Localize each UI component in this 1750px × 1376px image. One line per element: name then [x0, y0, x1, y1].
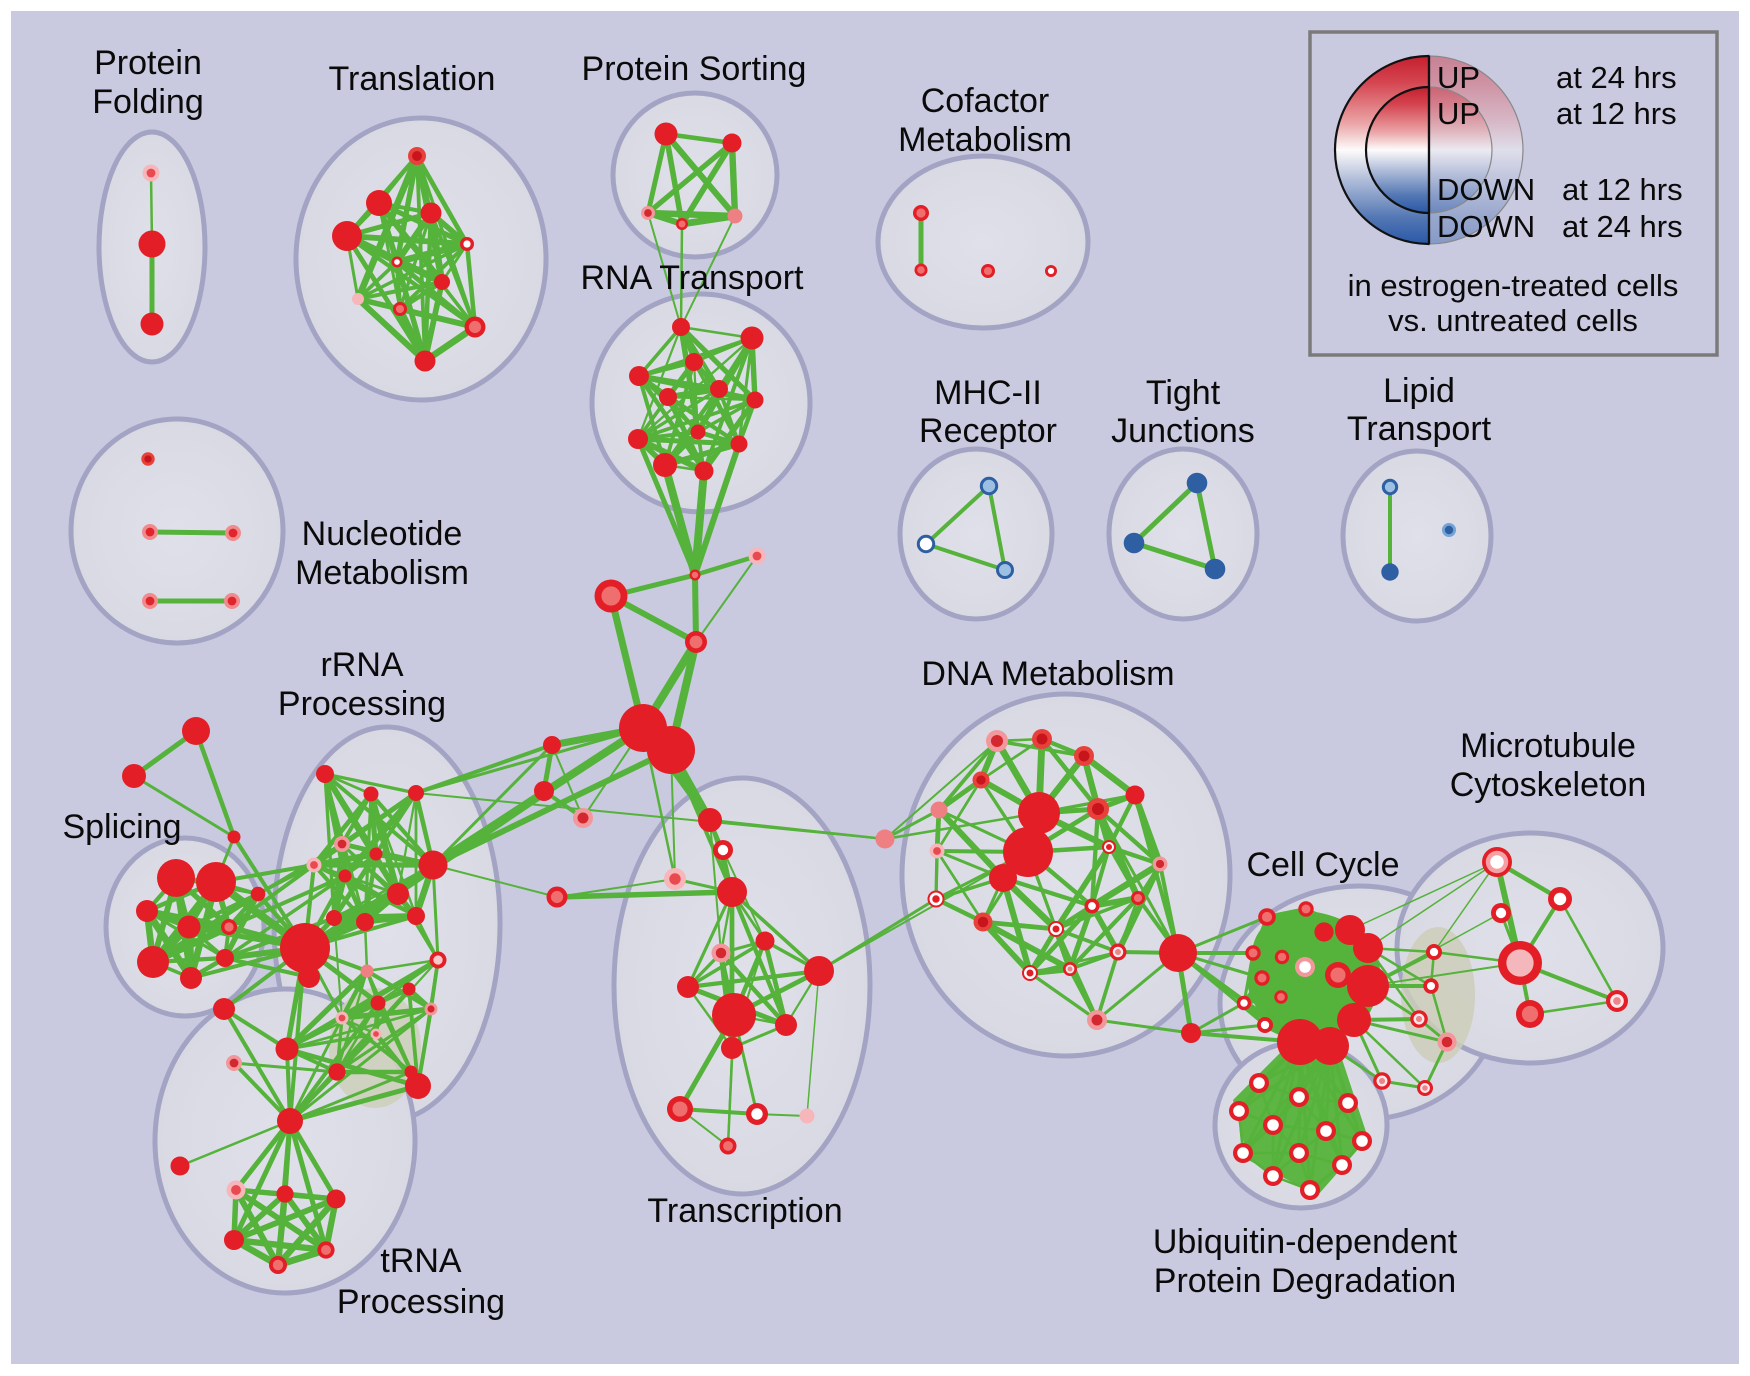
svg-text:rRNA: rRNA [320, 646, 403, 684]
svg-text:Junctions: Junctions [1111, 412, 1255, 450]
svg-text:Folding: Folding [92, 83, 204, 121]
svg-text:DOWN: DOWN [1437, 209, 1535, 244]
svg-text:Processing: Processing [278, 685, 446, 723]
svg-text:in estrogen-treated cells: in estrogen-treated cells [1348, 268, 1679, 303]
svg-text:UP: UP [1437, 96, 1480, 131]
svg-text:Translation: Translation [329, 60, 496, 98]
svg-text:DOWN: DOWN [1437, 172, 1535, 207]
svg-text:Receptor: Receptor [919, 412, 1057, 450]
svg-text:Transport: Transport [1347, 410, 1492, 448]
svg-text:Protein: Protein [94, 44, 202, 82]
svg-text:Metabolism: Metabolism [898, 121, 1072, 159]
svg-text:DNA Metabolism: DNA Metabolism [921, 655, 1174, 693]
svg-text:Transcription: Transcription [647, 1192, 842, 1230]
svg-text:Splicing: Splicing [62, 808, 181, 846]
svg-text:at 12 hrs: at 12 hrs [1562, 172, 1683, 207]
svg-text:MHC-II: MHC-II [934, 374, 1042, 412]
svg-text:Metabolism: Metabolism [295, 554, 469, 592]
svg-text:Ubiquitin-dependent: Ubiquitin-dependent [1153, 1223, 1458, 1261]
svg-text:Protein Degradation: Protein Degradation [1154, 1262, 1456, 1300]
svg-text:Tight: Tight [1146, 374, 1221, 412]
svg-text:RNA Transport: RNA Transport [581, 259, 805, 297]
svg-text:at 24 hrs: at 24 hrs [1556, 60, 1677, 95]
svg-text:Cell Cycle: Cell Cycle [1246, 846, 1399, 884]
svg-text:Lipid: Lipid [1383, 372, 1455, 410]
svg-text:Protein Sorting: Protein Sorting [582, 50, 807, 88]
svg-text:Cofactor: Cofactor [921, 82, 1050, 120]
svg-text:tRNA: tRNA [380, 1242, 462, 1280]
svg-text:Nucleotide: Nucleotide [302, 515, 463, 553]
svg-text:Processing: Processing [337, 1283, 505, 1321]
svg-text:at 12 hrs: at 12 hrs [1556, 96, 1677, 131]
svg-text:at 24 hrs: at 24 hrs [1562, 209, 1683, 244]
svg-text:UP: UP [1437, 60, 1480, 95]
svg-text:Cytoskeleton: Cytoskeleton [1450, 766, 1647, 804]
svg-text:Microtubule: Microtubule [1460, 727, 1636, 765]
svg-text:vs. untreated cells: vs. untreated cells [1388, 303, 1638, 338]
